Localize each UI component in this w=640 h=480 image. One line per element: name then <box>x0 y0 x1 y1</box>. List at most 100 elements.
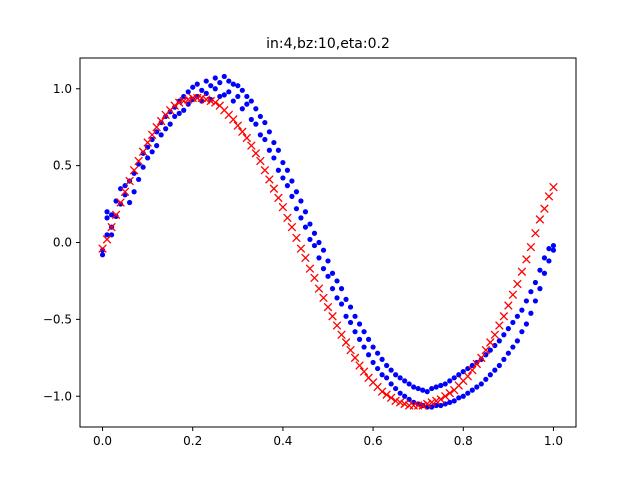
data-point-x <box>206 96 216 106</box>
data-point <box>352 329 358 335</box>
data-point <box>131 189 137 195</box>
data-point-x <box>152 122 161 132</box>
data-point-x <box>201 95 211 104</box>
data-point <box>465 390 471 396</box>
data-point <box>248 98 254 104</box>
data-point <box>199 87 205 93</box>
data-point-x <box>513 279 522 289</box>
data-point <box>217 80 223 86</box>
data-point-x <box>440 391 450 401</box>
data-point-x <box>427 398 436 407</box>
data-point-x <box>107 222 116 232</box>
data-point <box>99 252 106 258</box>
data-point <box>429 404 435 410</box>
data-point <box>550 247 557 253</box>
data-point <box>356 321 363 327</box>
data-marks <box>98 73 558 410</box>
chart-title: in:4,bz:10,eta:0.2 <box>266 36 390 52</box>
data-point-x <box>531 229 540 238</box>
data-point <box>447 378 453 384</box>
data-point <box>167 109 173 115</box>
data-point <box>370 344 376 350</box>
data-point <box>393 372 399 378</box>
data-point <box>293 189 300 195</box>
data-point <box>379 356 385 362</box>
data-point <box>447 399 453 405</box>
data-point-x <box>549 182 558 192</box>
data-point <box>334 295 340 301</box>
data-point <box>361 329 367 335</box>
data-point-x <box>490 330 500 340</box>
data-point <box>510 344 516 350</box>
y-tick-label: 0.0 <box>53 236 72 250</box>
data-point-x <box>486 338 495 347</box>
data-point <box>190 84 196 90</box>
data-point-x <box>418 401 427 410</box>
data-point <box>104 215 110 221</box>
data-point <box>546 258 552 264</box>
data-point-x <box>156 116 166 126</box>
y-tick-label: 1.0 <box>53 82 72 96</box>
data-point <box>379 372 385 378</box>
data-point-x <box>323 302 333 312</box>
data-point <box>208 83 214 89</box>
data-point <box>361 344 367 350</box>
data-point <box>266 129 272 135</box>
data-point <box>415 385 421 392</box>
data-point-x <box>247 141 256 150</box>
data-point-x <box>422 399 432 409</box>
data-point <box>284 183 291 189</box>
x-tick-label: 0.0 <box>93 434 112 448</box>
data-point <box>528 310 534 316</box>
data-point <box>397 375 403 381</box>
data-point <box>280 159 286 166</box>
data-point-x <box>292 233 301 243</box>
data-point <box>316 255 322 261</box>
data-point <box>194 81 200 87</box>
data-point <box>311 242 318 249</box>
data-point <box>217 93 223 100</box>
data-point <box>316 239 322 246</box>
data-point <box>271 155 277 161</box>
data-point <box>523 321 530 327</box>
data-point-x <box>328 312 337 321</box>
data-point-x <box>544 192 554 201</box>
data-point <box>356 336 363 342</box>
data-point <box>311 230 318 236</box>
data-point <box>402 378 408 384</box>
data-point <box>289 193 295 199</box>
data-point <box>163 126 169 132</box>
data-point-x <box>211 98 220 107</box>
data-point-x <box>495 321 504 330</box>
data-point <box>375 365 381 372</box>
data-point <box>329 270 336 276</box>
data-point <box>284 167 291 173</box>
data-point <box>239 106 245 112</box>
data-point <box>113 213 119 219</box>
data-point-x <box>120 187 130 197</box>
data-point <box>505 350 511 356</box>
data-point-x <box>386 393 396 403</box>
data-point-x <box>436 395 445 404</box>
data-point <box>492 342 498 349</box>
data-point <box>537 286 543 292</box>
data-point <box>496 338 502 344</box>
data-point <box>338 301 345 307</box>
data-point <box>384 375 390 381</box>
data-point-x <box>129 165 139 175</box>
data-point <box>257 113 263 120</box>
data-point <box>438 382 444 389</box>
data-point <box>203 78 209 84</box>
data-point-x <box>116 198 125 207</box>
data-point <box>257 132 263 138</box>
data-point-x <box>314 284 324 293</box>
data-point <box>253 121 259 127</box>
data-point <box>221 73 227 80</box>
data-point-x <box>400 399 409 409</box>
series-1 <box>98 93 558 410</box>
data-point <box>424 389 430 395</box>
data-point <box>266 147 272 153</box>
data-point <box>329 286 336 292</box>
data-point-x <box>179 96 188 106</box>
data-point-x <box>256 156 265 166</box>
